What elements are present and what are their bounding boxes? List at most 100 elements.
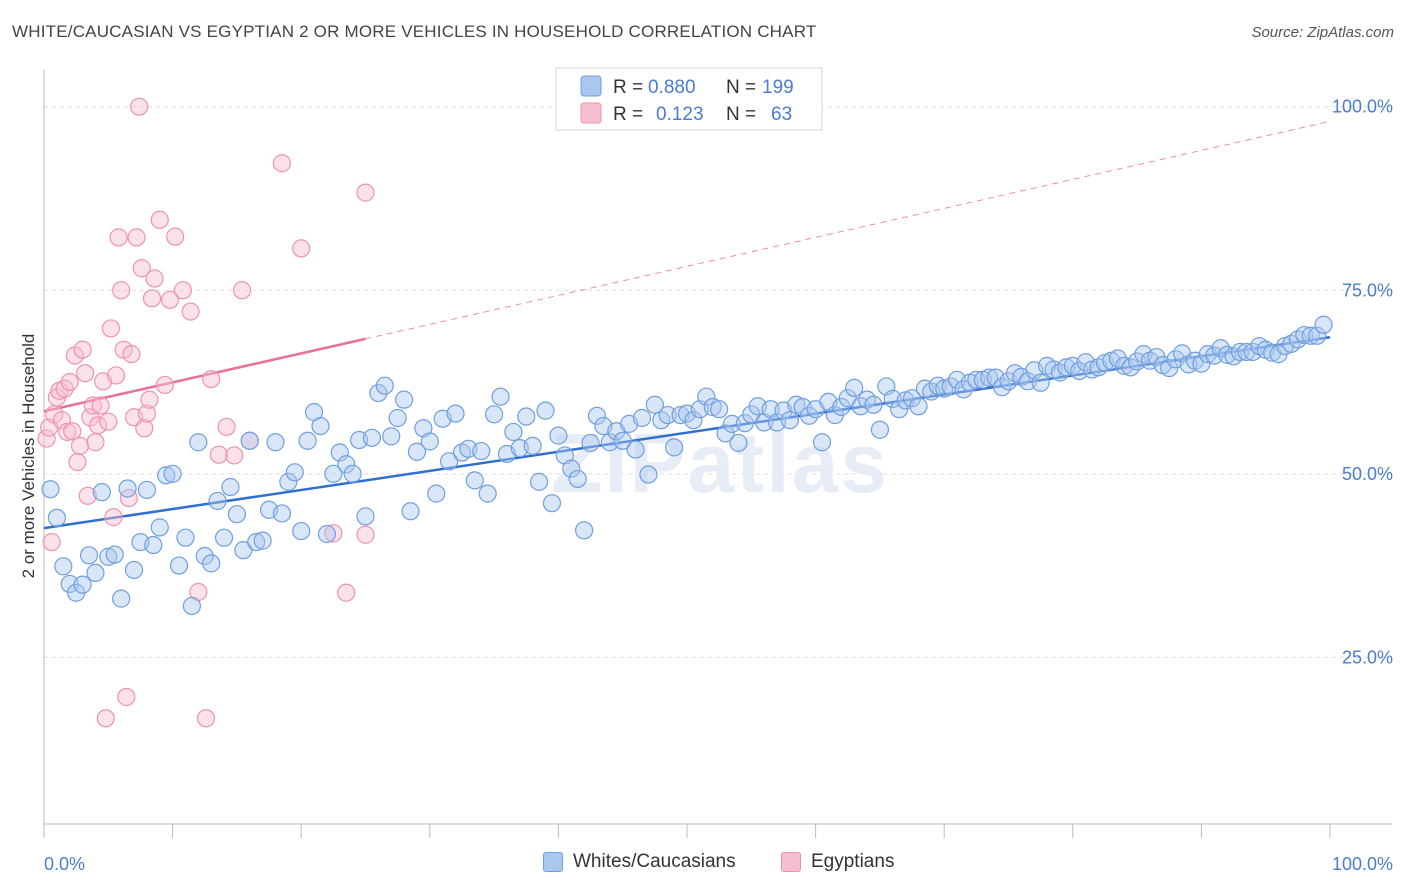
data-point-whites: [54, 557, 73, 576]
data-point-whites: [79, 546, 99, 565]
data-point-whites: [549, 426, 568, 445]
data-point-egyptians: [137, 404, 156, 423]
data-point-whites: [587, 406, 607, 425]
data-point-egyptians: [109, 228, 128, 247]
correlation-legend: R = 0.880 N = 199 R = 0.123 N = 63: [555, 67, 823, 131]
data-point-egyptians: [99, 412, 118, 431]
data-point-whites: [722, 414, 742, 433]
data-point-whites: [1295, 325, 1314, 345]
data-point-whites: [465, 471, 484, 490]
trend-line-egyptians: [43, 337, 366, 413]
data-point-whites: [112, 589, 131, 608]
data-point-whites: [645, 395, 664, 414]
data-point-egyptians: [145, 269, 164, 288]
legend-r-value-2: 0.123: [656, 104, 704, 125]
data-point-whites: [317, 524, 337, 544]
data-point-egyptians: [127, 228, 146, 247]
chart-title: WHITE/CAUCASIAN VS EGYPTIAN 2 OR MORE VE…: [12, 22, 817, 41]
data-point-whites: [523, 436, 542, 455]
data-point-egyptians: [70, 436, 90, 455]
data-point-egyptians: [117, 687, 136, 707]
data-point-egyptians: [209, 445, 228, 464]
data-point-whites: [195, 546, 214, 566]
legend-r-value-1: 0.880: [648, 77, 696, 98]
data-point-whites: [632, 408, 652, 428]
legend-r-label-2: R =: [613, 104, 643, 125]
data-point-whites: [292, 521, 311, 541]
y-tick-label: 50.0%: [1342, 464, 1393, 484]
data-point-whites: [1205, 346, 1224, 365]
data-point-whites: [478, 484, 497, 503]
data-point-whites: [800, 406, 819, 425]
data-point-whites: [1314, 315, 1333, 334]
data-point-whites: [427, 484, 446, 503]
x-tick-label: 100.0%: [1332, 854, 1393, 874]
data-point-whites: [382, 427, 401, 446]
data-point-whites: [780, 411, 799, 430]
data-point-whites: [439, 452, 459, 471]
data-point-whites: [1308, 326, 1327, 345]
x-tick-label: 0.0%: [44, 854, 85, 874]
data-point-whites: [356, 507, 375, 526]
data-point-egyptians: [101, 319, 120, 338]
data-point-egyptians: [76, 364, 95, 383]
data-point-whites: [1301, 326, 1320, 345]
bottom-legend-label-egyptians: Egyptians: [811, 851, 895, 872]
data-point-whites: [337, 455, 356, 474]
egyptians-points: [37, 97, 375, 728]
data-point-whites: [407, 442, 427, 461]
data-point-whites: [909, 397, 928, 416]
data-point-egyptians: [356, 183, 375, 202]
data-point-egyptians: [68, 452, 87, 472]
data-point-egyptians: [58, 422, 77, 442]
data-point-whites: [697, 387, 716, 406]
data-point-whites: [536, 401, 555, 420]
data-point-whites: [240, 431, 259, 450]
data-point-whites: [324, 464, 343, 483]
data-point-whites: [124, 560, 144, 580]
data-point-whites: [504, 422, 523, 442]
bottom-legend-item-whites: Whites/Caucasians: [543, 851, 736, 873]
y-tick-label: 25.0%: [1342, 647, 1393, 667]
data-point-whites: [388, 408, 407, 428]
data-point-whites: [330, 443, 349, 462]
data-point-egyptians: [42, 532, 61, 552]
data-point-egyptians: [225, 446, 244, 465]
data-point-egyptians: [337, 583, 356, 602]
data-point-whites: [285, 463, 304, 482]
data-point-whites: [137, 480, 156, 500]
data-point-whites: [485, 405, 504, 424]
data-point-whites: [208, 491, 227, 511]
data-point-whites: [169, 556, 189, 575]
bottom-legend-swatch-whites: [543, 852, 563, 872]
data-point-egyptians: [217, 417, 236, 436]
data-point-egyptians: [130, 97, 149, 116]
data-point-whites: [710, 400, 729, 419]
data-point-whites: [575, 521, 594, 540]
data-point-whites: [562, 459, 581, 478]
data-point-whites: [729, 433, 748, 453]
data-point-egyptians: [86, 433, 105, 452]
data-point-whites: [542, 494, 562, 513]
data-point-whites: [234, 541, 253, 560]
data-point-whites: [626, 440, 645, 459]
data-point-whites: [870, 420, 890, 439]
data-point-egyptians: [96, 709, 115, 728]
legend-swatch-whites: [580, 75, 602, 97]
data-point-whites: [472, 441, 491, 461]
data-point-whites: [684, 411, 703, 430]
data-point-whites: [812, 433, 832, 452]
data-point-whites: [41, 480, 60, 499]
data-point-whites: [446, 404, 465, 423]
data-point-whites: [658, 405, 677, 425]
data-point-whites: [182, 596, 201, 616]
data-point-whites: [613, 431, 632, 450]
legend-swatch-egyptians: [580, 102, 602, 124]
data-point-whites: [176, 528, 195, 547]
y-tick-label: 100.0%: [1332, 97, 1393, 117]
source-label: Source: ZipAtlas.com: [1251, 24, 1394, 41]
data-point-whites: [247, 532, 266, 552]
data-point-whites: [401, 502, 420, 521]
data-point-whites: [253, 531, 272, 550]
